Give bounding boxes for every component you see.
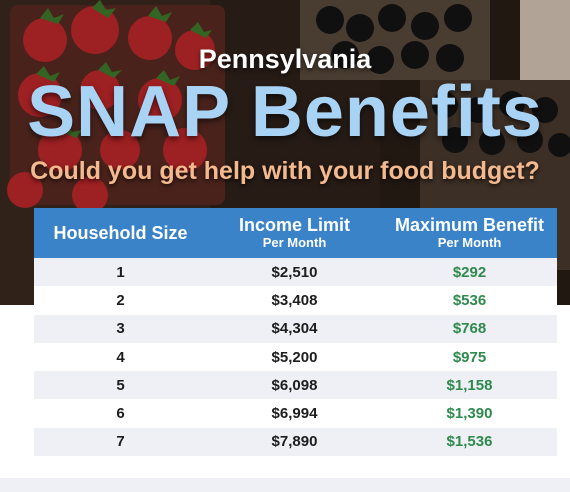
strawberry-basket-image (7, 0, 225, 213)
table-row: 5 $6,098 $1,158 (34, 371, 557, 400)
col-household-size: Household Size (34, 208, 207, 258)
table-row: 2 $3,408 $536 (34, 286, 557, 315)
maximum-benefit-cell: $536 (452, 291, 487, 309)
col-income-limit: Income Limit Per Month (207, 208, 382, 258)
maximum-benefit-cell: $292 (452, 263, 487, 281)
col-maximum-benefit-sublabel: Per Month (437, 234, 502, 250)
income-limit-cell: $6,994 (271, 405, 318, 423)
income-limit-cell: $2,510 (271, 263, 318, 281)
income-limit-cell: $6,098 (271, 376, 318, 394)
hero-banner: Pennsylvania SNAP Benefits Could you get… (0, 0, 570, 305)
table-row: 6 $6,994 $1,390 (34, 399, 557, 428)
household-size-cell: 4 (116, 348, 125, 366)
page-subtitle: Could you get help with your food budget… (30, 157, 540, 185)
household-size-cell: 6 (116, 405, 125, 423)
maximum-benefit-cell: $1,158 (446, 376, 493, 394)
state-title: Pennsylvania (198, 44, 372, 74)
col-income-limit-sublabel: Per Month (262, 234, 327, 250)
table-row: 3 $4,304 $768 (34, 314, 557, 343)
maximum-benefit-cell: $1,390 (446, 405, 493, 423)
income-limit-cell: $4,304 (271, 320, 318, 338)
table-row: 7 $7,890 $1,536 (34, 427, 557, 457)
col-household-size-label: Household Size (53, 222, 188, 243)
table-row: 1 $2,510 $292 (34, 258, 557, 287)
table-header-row: Household Size Income Limit Per Month Ma… (34, 208, 557, 258)
maximum-benefit-cell: $975 (452, 348, 487, 366)
household-size-cell: 1 (116, 263, 125, 281)
maximum-benefit-cell: $1,536 (446, 433, 493, 451)
benefits-table: Household Size Income Limit Per Month Ma… (34, 208, 557, 457)
income-limit-cell: $5,200 (271, 348, 318, 366)
col-maximum-benefit: Maximum Benefit Per Month (382, 208, 557, 258)
income-limit-cell: $3,408 (271, 291, 318, 309)
page-title: SNAP Benefits (27, 72, 543, 152)
col-income-limit-label: Income Limit (238, 215, 350, 236)
household-size-cell: 2 (116, 291, 125, 309)
produce-photo (0, 0, 570, 305)
household-size-cell: 5 (116, 376, 125, 394)
table-row: 4 $5,200 $975 (34, 342, 557, 372)
household-size-cell: 3 (116, 320, 125, 338)
col-maximum-benefit-label: Maximum Benefit (394, 215, 545, 236)
household-size-cell: 7 (116, 433, 125, 451)
income-limit-cell: $7,890 (271, 433, 318, 451)
footer-strip (0, 478, 570, 492)
blackberry-basket-image (300, 0, 570, 270)
maximum-benefit-cell: $768 (452, 320, 487, 338)
